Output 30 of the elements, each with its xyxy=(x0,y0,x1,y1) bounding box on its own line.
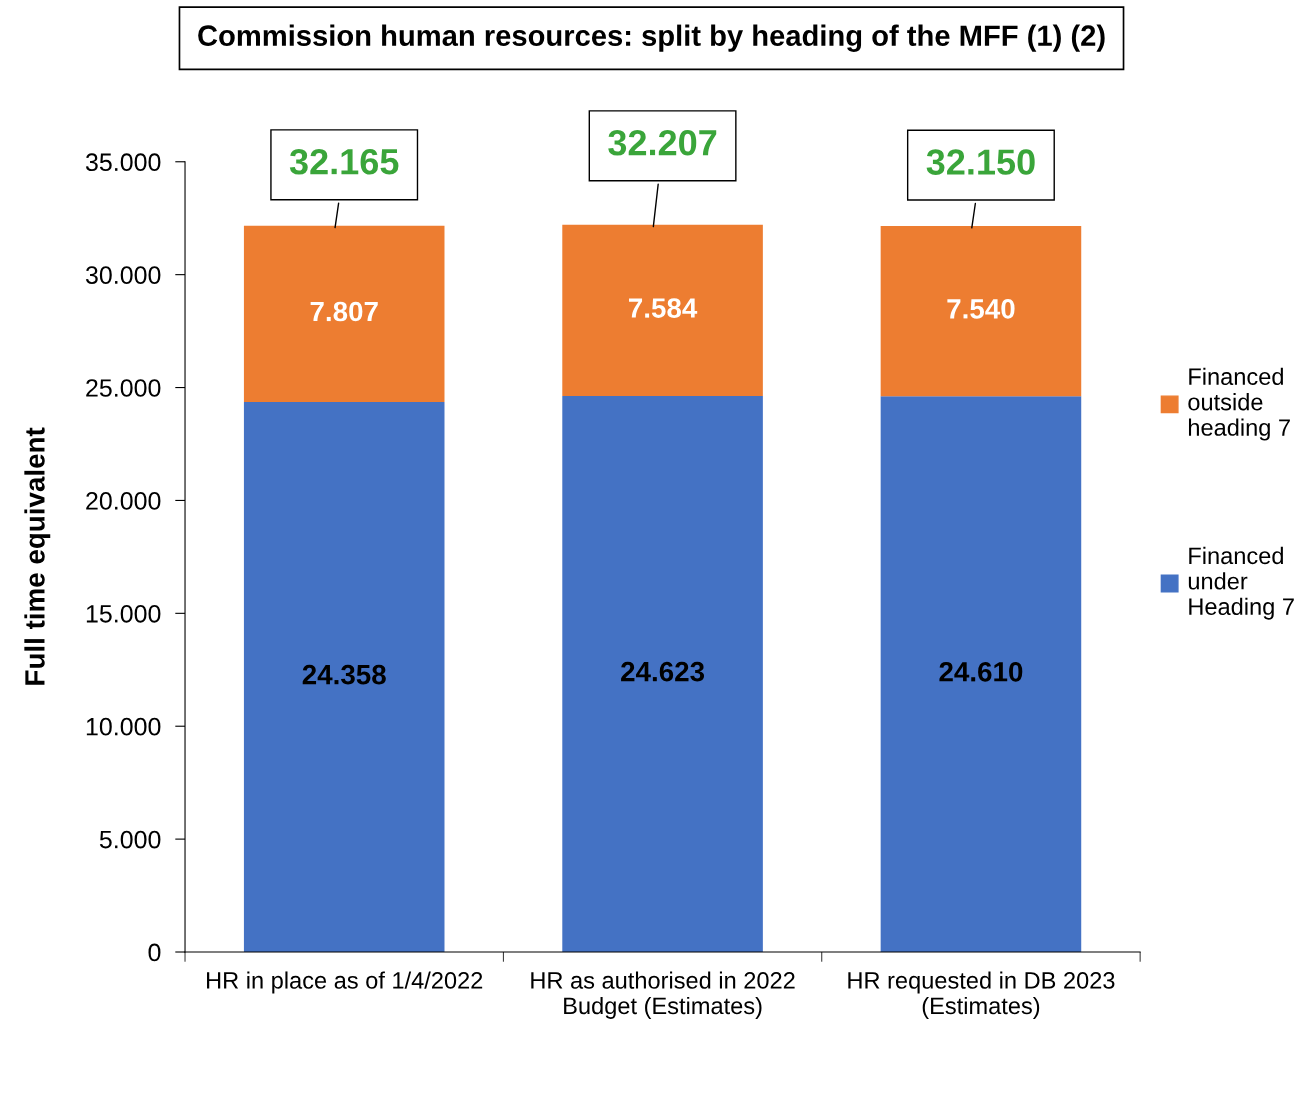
data-label: 7.584 xyxy=(629,298,698,318)
bar xyxy=(562,224,763,397)
chart-title: Commission human resources: split by heading of the MFF (1) (2) xyxy=(198,24,1105,52)
bar xyxy=(880,226,1082,397)
y-tick-label: 0 xyxy=(148,943,161,962)
y-tick-label: 15.000 xyxy=(86,604,161,623)
data-label: 7.807 xyxy=(310,301,378,322)
total-label: 32.165 xyxy=(289,148,399,175)
legend-label: Financed outside heading 7 xyxy=(1188,367,1290,441)
data-label: 24.623 xyxy=(621,661,705,682)
x-tick-label: HR in place as of 1/4/2022 xyxy=(207,971,483,994)
x-tick-label: HR as authorised in 2022 Budget (Estimates) xyxy=(531,971,795,1019)
total-label: 32.207 xyxy=(608,129,717,156)
y-tick-label: 25.000 xyxy=(86,379,161,397)
bar xyxy=(243,402,445,952)
y-tick-label: 5.000 xyxy=(99,830,161,849)
bar xyxy=(880,396,1082,952)
bar xyxy=(562,396,763,952)
data-label: 24.358 xyxy=(302,664,386,685)
y-tick-label: 20.000 xyxy=(86,492,161,510)
x-tick-label: HR requested in DB 2023 (Estimates) xyxy=(848,971,1115,1019)
y-tick-label: 35.000 xyxy=(85,153,161,172)
data-label: 7.540 xyxy=(947,299,1015,319)
bar xyxy=(243,225,445,403)
y-tick-label: 10.000 xyxy=(86,717,161,736)
data-label: 24.610 xyxy=(939,661,1023,682)
y-axis-title: Full time equivalent xyxy=(24,427,51,685)
legend-label: Financed under Heading 7 xyxy=(1188,546,1294,620)
total-label: 32.150 xyxy=(926,149,1035,175)
y-tick-label: 30.000 xyxy=(85,266,161,284)
